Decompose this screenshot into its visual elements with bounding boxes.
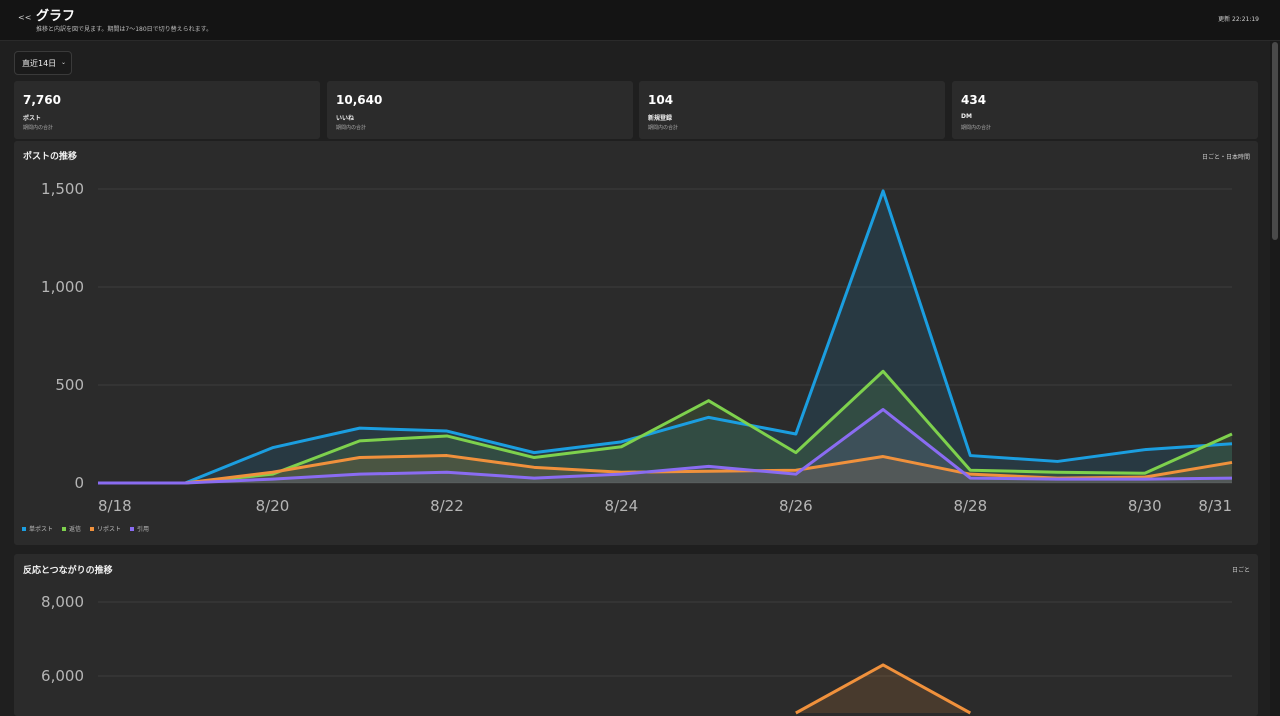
y-tick-label: 0 xyxy=(74,474,84,492)
y-tick-label: 8,000 xyxy=(41,593,84,611)
y-tick-label: 500 xyxy=(55,376,84,394)
legend-swatch xyxy=(22,526,26,531)
stat-card-dm: 434 DM 期間内の合計 xyxy=(952,81,1258,139)
x-tick-label: 8/31 xyxy=(1198,497,1232,515)
stat-value: 7,760 xyxy=(23,93,61,107)
chevron-down-icon: ⌄ xyxy=(60,59,66,66)
panel-title: ポストの推移 xyxy=(23,152,78,162)
legend-label: 単ポスト xyxy=(29,526,54,533)
collapse-icon[interactable]: << xyxy=(18,13,32,22)
stat-value: 434 xyxy=(961,93,987,107)
series-area xyxy=(98,455,1232,483)
series-area xyxy=(98,409,1232,483)
stat-label: いいね xyxy=(336,115,355,122)
stat-card-posts: 7,760 ポスト 期間内の合計 xyxy=(14,81,320,139)
x-tick-label: 8/18 xyxy=(98,497,132,515)
stat-value: 104 xyxy=(648,93,674,107)
stat-caption: 期間内の合計 xyxy=(23,125,54,131)
legend-item[interactable]: 単ポスト xyxy=(22,524,53,533)
x-tick-label: 8/24 xyxy=(605,497,639,515)
panel-title: 反応とつながりの推移 xyxy=(23,566,113,576)
x-tick-label: 8/30 xyxy=(1128,497,1162,515)
legend-swatch xyxy=(62,526,67,531)
page-subtitle: 推移と内訳を図で見ます。期間は7〜180日で切り替えられます。 xyxy=(36,26,213,33)
stat-value: 10,640 xyxy=(336,93,383,107)
engagement-chart: 6,000 8,000 xyxy=(41,593,1232,715)
y-tick-label: 1,500 xyxy=(41,180,84,198)
range-select[interactable]: 直近14日 ⌄ xyxy=(14,51,72,75)
stat-caption: 期間内の合計 xyxy=(961,125,992,131)
legend-swatch xyxy=(90,526,95,531)
series-area xyxy=(98,190,1232,483)
legend-label: 返信 xyxy=(69,526,82,533)
page-title: グラフ xyxy=(36,9,76,24)
legend-item[interactable]: 返信 xyxy=(62,524,81,533)
series-area xyxy=(795,664,971,713)
y-tick-label: 6,000 xyxy=(41,667,84,685)
legend-label: 引用 xyxy=(137,526,150,533)
stat-caption: 期間内の合計 xyxy=(648,125,679,131)
y-tick-label: 1,000 xyxy=(41,278,84,296)
last-updated: 更新 22:21:19 xyxy=(1218,16,1259,23)
top-bar: << グラフ 推移と内訳を図で見ます。期間は7〜180日で切り替えられます。 更… xyxy=(0,0,1280,41)
chart-legend: 単ポスト 返信 リポスト 引用 xyxy=(22,524,149,533)
panel-note: 日ごと xyxy=(1231,567,1250,574)
posts-chart-panel: ポストの推移 日ごと・日本時間 0 500 1,000 1,500 8/18 8/20 8/… xyxy=(14,141,1258,545)
legend-swatch xyxy=(130,526,135,531)
x-tick-label: 8/22 xyxy=(430,497,464,515)
x-tick-label: 8/20 xyxy=(256,497,290,515)
scrollbar[interactable] xyxy=(1270,41,1280,716)
legend-item[interactable]: 引用 xyxy=(130,524,149,533)
series-line xyxy=(795,663,972,715)
stat-label: DM xyxy=(961,113,972,120)
stat-caption: 期間内の合計 xyxy=(336,125,367,131)
x-tick-label: 8/26 xyxy=(779,497,813,515)
panel-note: 日ごと・日本時間 xyxy=(1201,154,1250,161)
stat-label: ポスト xyxy=(23,115,42,122)
series-line xyxy=(98,189,1233,485)
scrollbar-thumb[interactable] xyxy=(1272,42,1278,240)
stat-card-signups: 104 新規登録 期間内の合計 xyxy=(639,81,945,139)
legend-item[interactable]: リポスト xyxy=(90,524,121,533)
stat-label: 新規登録 xyxy=(648,115,673,122)
stat-card-likes: 10,640 いいね 期間内の合計 xyxy=(327,81,633,139)
legend-label: リポスト xyxy=(97,526,122,533)
posts-chart: 0 500 1,000 1,500 8/18 8/20 8/22 8/24 8/26 8/28 8/… xyxy=(41,180,1233,515)
engagement-chart-panel: 反応とつながりの推移 日ごと 6,000 8,000 xyxy=(14,554,1258,716)
range-select-value: 直近14日 xyxy=(22,59,57,68)
series-line xyxy=(98,408,1233,485)
x-tick-label: 8/28 xyxy=(953,497,987,515)
series-area xyxy=(98,371,1232,483)
